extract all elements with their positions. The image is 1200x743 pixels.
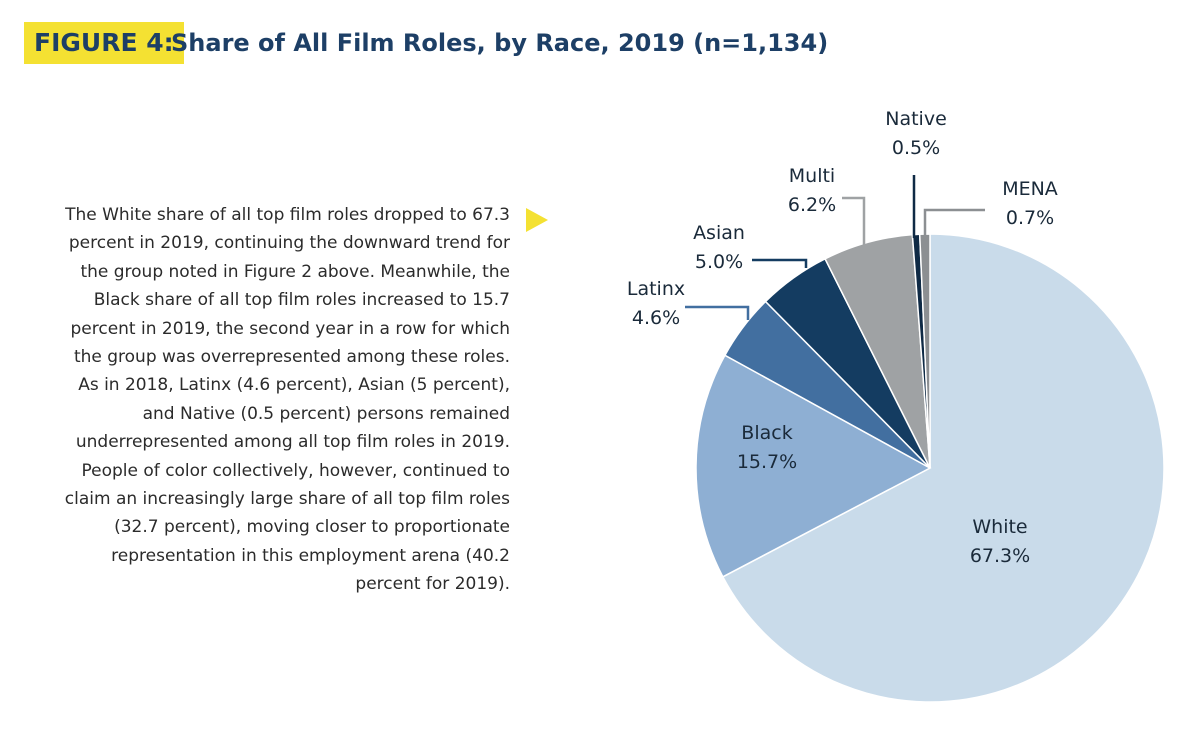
pie-slices — [695, 233, 1165, 703]
leader-line-mena — [923, 208, 985, 238]
figure-tag: FIGURE 4: — [24, 22, 184, 64]
slice-value-native: 0.5% — [892, 137, 940, 159]
slice-label-black: Black — [741, 422, 792, 444]
leader-line-multi — [842, 196, 866, 246]
pointer-arrow-icon — [526, 208, 548, 232]
slice-label-white: White — [972, 516, 1027, 538]
slice-value-mena: 0.7% — [1006, 207, 1054, 229]
slice-value-latinx: 4.6% — [632, 307, 680, 329]
leader-line-latinx — [685, 305, 750, 320]
leader-line-asian — [752, 258, 808, 268]
slice-label-latinx: Latinx — [627, 278, 685, 300]
slice-label-multi: Multi — [789, 165, 835, 187]
figure-title: Share of All Film Roles, by Race, 2019 (… — [171, 29, 829, 57]
slice-label-asian: Asian — [693, 222, 745, 244]
slice-labels: White 67.3% Black 15.7% Latinx 4.6% Asian 5.0% M… — [627, 108, 1058, 567]
slice-value-white: 67.3% — [970, 545, 1030, 567]
pie-slice-black — [695, 354, 932, 578]
slice-value-asian: 5.0% — [695, 251, 743, 273]
slice-label-native: Native — [885, 108, 947, 130]
slice-value-black: 15.7% — [737, 451, 797, 473]
pie-slice-white — [721, 233, 1165, 703]
leader-lines — [685, 175, 985, 320]
slice-label-mena: MENA — [1002, 178, 1058, 200]
slice-value-multi: 6.2% — [788, 194, 836, 216]
body-text: The White share of all top film roles dr… — [64, 205, 510, 595]
